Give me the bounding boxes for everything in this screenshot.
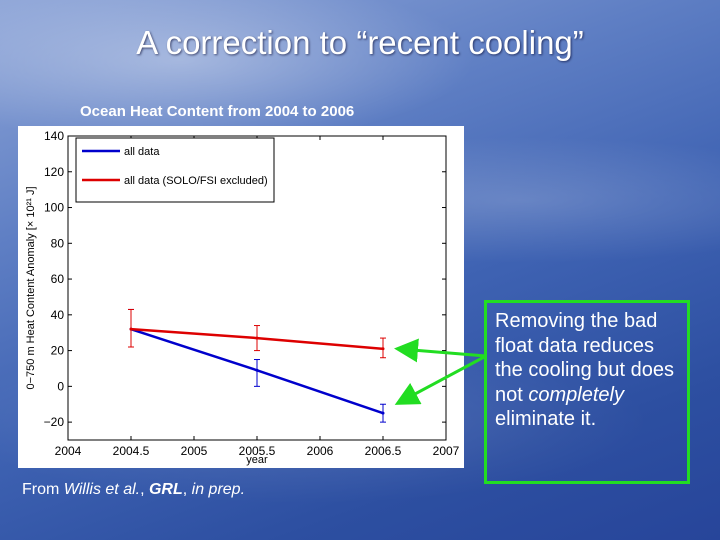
ocean-heat-chart: 140 120 100 80 60 40 20 0 −20 2004 2004.5 2005 2005… xyxy=(25,129,460,466)
error-bar xyxy=(380,337,386,359)
y-tick-label: 60 xyxy=(51,272,65,286)
y-tick-label: 20 xyxy=(51,344,65,358)
slide-title: A correction to “recent cooling” xyxy=(136,24,584,61)
source-citation: From Willis et al., GRL, in prep. xyxy=(22,481,245,499)
callout-text-end: eliminate it. xyxy=(495,408,597,431)
source-status: in prep. xyxy=(191,481,246,498)
legend-label: all data (SOLO/FSI excluded) xyxy=(124,175,268,187)
x-tick-label: 2005 xyxy=(181,444,208,458)
y-tick-label: −20 xyxy=(44,415,65,429)
data-point xyxy=(255,336,259,340)
legend-label: all data xyxy=(124,146,160,158)
error-bar xyxy=(254,359,260,387)
x-tick-label: 2007 xyxy=(433,444,460,458)
x-axis-label: year xyxy=(246,454,268,466)
y-tick-label: 140 xyxy=(44,129,64,143)
x-tick-label: 2006 xyxy=(307,444,334,458)
x-tick-label: 2005.5 xyxy=(239,444,276,458)
source-prefix: From xyxy=(22,481,64,498)
data-point xyxy=(129,327,133,331)
source-journal: GRL xyxy=(148,481,183,498)
data-point xyxy=(381,347,385,351)
source-sep2: , xyxy=(182,481,192,498)
chart-title: Ocean Heat Content from 2004 to 2006 xyxy=(80,103,355,120)
y-tick-label: 100 xyxy=(44,201,64,215)
legend-box xyxy=(75,137,275,203)
error-bar xyxy=(128,308,134,348)
data-point xyxy=(381,411,385,415)
source-authors: Willis et al. xyxy=(63,481,141,498)
source-sep: , xyxy=(140,481,149,498)
callout-text-start: Removing the bad float data reduces the … xyxy=(495,310,675,406)
y-axis-label: 0−750 m Heat Content Anomaly [× 10²¹ J] xyxy=(25,186,37,389)
data-point xyxy=(255,368,259,372)
x-tick-label: 2006.5 xyxy=(365,444,402,458)
y-tick-label: 0 xyxy=(57,379,64,393)
x-tick-label: 2004.5 xyxy=(113,444,150,458)
callout-text-emphasis: completely xyxy=(528,383,624,406)
y-tick-label: 80 xyxy=(51,236,65,250)
chart-panel: 140 120 100 80 60 40 20 0 −20 2004 2004.5 2005 2005… xyxy=(18,126,464,468)
y-tick-label: 120 xyxy=(44,165,64,179)
callout-box: Removing the bad float data reduces the … xyxy=(484,300,690,484)
y-tick-label: 40 xyxy=(51,308,65,322)
error-bar xyxy=(254,325,260,352)
x-tick-label: 2004 xyxy=(55,444,82,458)
error-bar xyxy=(380,403,386,423)
